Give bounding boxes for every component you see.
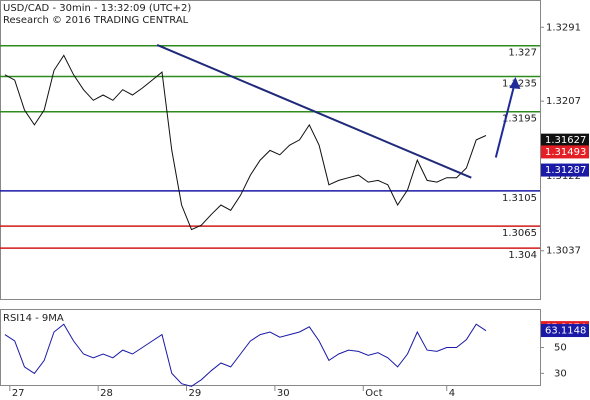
- price-badge: [541, 324, 589, 338]
- chart-subtitle: Research © 2016 TRADING CENTRAL: [3, 15, 189, 26]
- arrow-head: [509, 77, 521, 90]
- price-line: [4, 54, 487, 231]
- rsi-y-tick-label: 50: [554, 343, 567, 354]
- y-tick-label: 1.3037: [546, 246, 581, 257]
- x-tick-label: 30: [277, 388, 290, 399]
- x-tick-label: 27: [12, 388, 25, 399]
- main-panel: [0, 0, 541, 300]
- level-label: 1.3235: [502, 79, 537, 90]
- y-tick-label: 1.3207: [546, 96, 581, 107]
- price-badge-label: 1.31493: [545, 147, 586, 158]
- x-tick-label: 28: [100, 388, 113, 399]
- x-tick-label: 29: [189, 388, 202, 399]
- level-label: 1.3105: [502, 193, 537, 204]
- price-badge: [541, 145, 589, 159]
- price-badge-label: 1.31627: [545, 135, 586, 146]
- price-badge-label: 63.1148: [545, 326, 586, 337]
- rsi-y-tick-label: 30: [554, 368, 567, 379]
- level-label: 1.304: [508, 250, 537, 261]
- price-badge: [541, 163, 589, 177]
- rsi-title: RSI14 - 9MA: [3, 313, 64, 324]
- y-tick-label: 1.3291: [546, 22, 581, 33]
- projection-arrow: [494, 79, 517, 158]
- trend-line: [156, 43, 472, 179]
- x-tick-label: 4: [449, 388, 455, 399]
- x-tick-label: Oct: [365, 388, 382, 399]
- level-label: 1.3065: [502, 228, 537, 239]
- level-label: 1.3195: [502, 114, 537, 125]
- price-badge-label: 1.31287: [545, 165, 586, 176]
- rsi-line: [4, 323, 487, 387]
- level-label: 1.327: [508, 48, 537, 59]
- chart-title: USD/CAD - 30min - 13:32:09 (UTC+2): [3, 3, 191, 14]
- rsi-panel: [0, 309, 541, 386]
- price-badge: [541, 133, 589, 147]
